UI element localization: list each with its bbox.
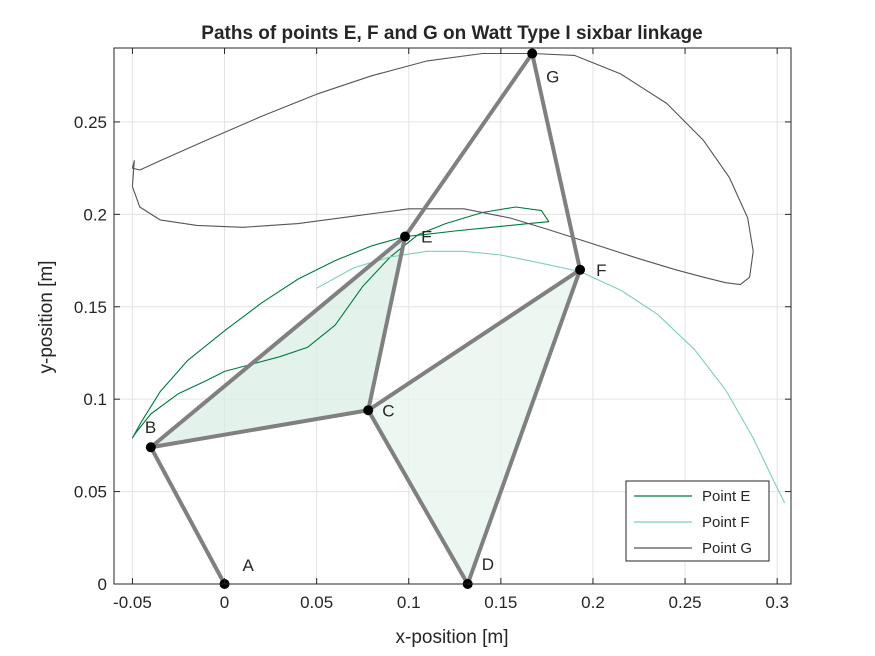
link-cf bbox=[366, 267, 583, 413]
link-fg bbox=[530, 51, 583, 272]
link-be bbox=[148, 234, 408, 450]
joint-label-e: E bbox=[421, 228, 432, 247]
link-ab bbox=[148, 445, 227, 586]
x-tick-label: -0.05 bbox=[113, 593, 152, 612]
path-point-e bbox=[131, 206, 550, 439]
y-tick-label: 0.05 bbox=[74, 483, 107, 502]
y-tick-label: 0.15 bbox=[74, 298, 107, 317]
path-point-g bbox=[131, 52, 754, 286]
link-eg bbox=[403, 51, 535, 239]
joint-label-c: C bbox=[382, 401, 394, 420]
tick-labels: -0.05 0 0.05 0.1 0.15 0.2 0.25 0.3 0 0.05 0.1 0.15 0… bbox=[74, 113, 789, 612]
legend-label-point-e: Point E bbox=[702, 488, 750, 505]
x-tick-label: 0.2 bbox=[581, 593, 605, 612]
joint-c bbox=[363, 405, 374, 416]
x-tick-label: 0.05 bbox=[300, 593, 333, 612]
x-tick-label: 0.15 bbox=[484, 593, 517, 612]
link-bc bbox=[148, 408, 371, 450]
x-tick-label: 0.1 bbox=[397, 593, 421, 612]
link-df bbox=[465, 267, 583, 586]
joint-label-g: G bbox=[546, 68, 559, 87]
link-cd bbox=[366, 408, 470, 586]
y-tick-label: 0.25 bbox=[74, 113, 107, 132]
linkage-links bbox=[148, 51, 583, 586]
joint-f bbox=[575, 264, 586, 275]
shaded-triangle-cdf bbox=[368, 269, 581, 584]
link-ce bbox=[366, 234, 408, 413]
y-axis-label: y-position [m] bbox=[36, 261, 57, 374]
joint-label-a: A bbox=[243, 556, 255, 575]
y-tick-label: 0 bbox=[98, 575, 107, 594]
axes-frame bbox=[113, 47, 792, 585]
joint-e bbox=[400, 231, 411, 242]
joint-label-b: B bbox=[145, 418, 156, 437]
legend-label-point-g: Point G bbox=[702, 540, 752, 557]
x-tick-label: 0.25 bbox=[669, 593, 702, 612]
legend-label-point-f: Point F bbox=[702, 514, 750, 531]
legend: Point E Point F Point G bbox=[625, 480, 770, 562]
y-tick-label: 0.2 bbox=[83, 205, 107, 224]
y-tick-label: 0.1 bbox=[83, 390, 107, 409]
joint-b bbox=[145, 442, 156, 453]
joint-label-f: F bbox=[596, 261, 606, 280]
x-axis-label: x-position [m] bbox=[396, 627, 509, 648]
x-tick-label: 0.3 bbox=[765, 593, 789, 612]
joint-label-d: D bbox=[482, 555, 494, 574]
axes-box bbox=[113, 47, 792, 585]
chart-title: Paths of points E, F and G on Watt Type … bbox=[201, 23, 702, 44]
joint-g bbox=[527, 48, 538, 59]
x-tick-label: 0 bbox=[220, 593, 229, 612]
